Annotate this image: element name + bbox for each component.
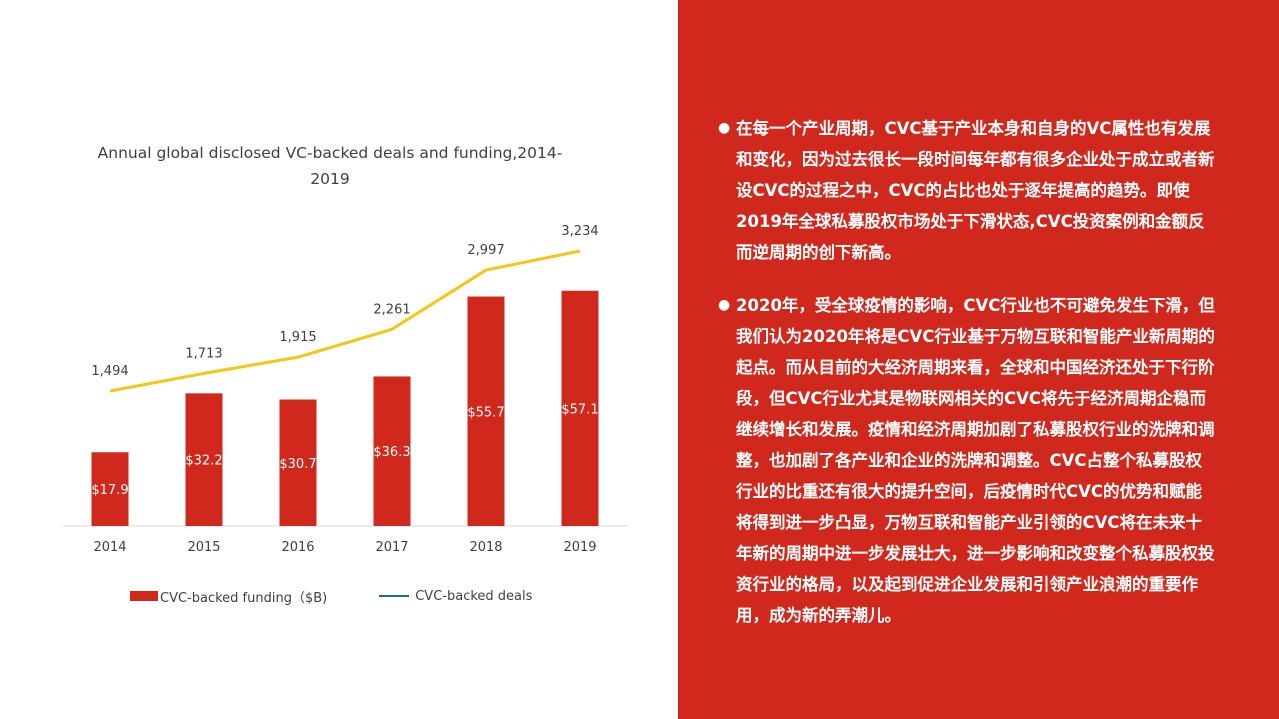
bar-value-label: $30.7 bbox=[279, 457, 316, 472]
deals-value-label: 3,234 bbox=[561, 224, 598, 239]
legend-swatch-bar bbox=[130, 591, 158, 601]
x-tick-label: 2014 bbox=[93, 540, 126, 555]
bullet-item: ● 2020年，受全球疫情的影响，CVC行业也不可避免发生下滑，但我们认为202… bbox=[718, 290, 1218, 631]
bar-value-label: $55.7 bbox=[467, 405, 504, 420]
x-tick-label: 2015 bbox=[187, 540, 220, 555]
legend-item-funding: CVC-backed funding（$B) bbox=[130, 587, 327, 606]
legend-swatch-line bbox=[379, 595, 410, 597]
bar bbox=[561, 290, 599, 526]
bar bbox=[467, 296, 505, 526]
bar bbox=[373, 376, 411, 526]
bullet-text: 2020年，受全球疫情的影响，CVC行业也不可避免发生下滑，但我们认为2020年… bbox=[736, 296, 1215, 625]
chart-svg: $17.9 2014 $32.2 2015 $30.7 2016 $36.3 2017 $55.… bbox=[63, 224, 627, 555]
bar bbox=[279, 399, 317, 526]
x-tick-label: 2019 bbox=[563, 540, 596, 555]
bar-value-label: $57.1 bbox=[561, 402, 598, 417]
legend-label-deals: CVC-backed deals bbox=[415, 588, 533, 604]
bar-value-label: $17.9 bbox=[91, 483, 128, 498]
bullet-dot-icon: ● bbox=[718, 297, 731, 313]
bar-value-label: $36.3 bbox=[373, 445, 410, 460]
deals-value-label: 1,713 bbox=[185, 346, 222, 361]
bullet-item: ● 在每一个产业周期，CVC基于产业本身和自身的VC属性也有发展和变化，因为过去… bbox=[718, 113, 1218, 268]
x-tick-label: 2017 bbox=[375, 540, 408, 555]
chart-title: Annual global disclosed VC-backed deals … bbox=[97, 144, 563, 188]
bar bbox=[91, 452, 129, 526]
deals-value-label: 2,261 bbox=[373, 302, 410, 317]
chart-area: Annual global disclosed VC-backed deals … bbox=[63, 144, 627, 606]
right-panel bbox=[678, 0, 1279, 719]
bullet-dot-icon: ● bbox=[718, 120, 731, 136]
bar bbox=[185, 393, 223, 526]
deals-line bbox=[109, 249, 581, 393]
legend-item-deals: CVC-backed deals bbox=[379, 589, 532, 604]
deals-value-label: 2,997 bbox=[467, 243, 504, 258]
x-tick-label: 2018 bbox=[469, 540, 502, 555]
bar-value-label: $32.2 bbox=[185, 454, 222, 469]
deals-value-label: 1,494 bbox=[91, 364, 128, 379]
legend-label-funding: CVC-backed funding（$B) bbox=[160, 590, 328, 606]
x-tick-label: 2016 bbox=[281, 540, 314, 555]
chart-legend: CVC-backed funding（$B) CVC-backed deals bbox=[130, 586, 584, 606]
deals-value-label: 1,915 bbox=[279, 330, 316, 345]
bullet-text: 在每一个产业周期，CVC基于产业本身和自身的VC属性也有发展和变化，因为过去很长… bbox=[736, 119, 1215, 262]
